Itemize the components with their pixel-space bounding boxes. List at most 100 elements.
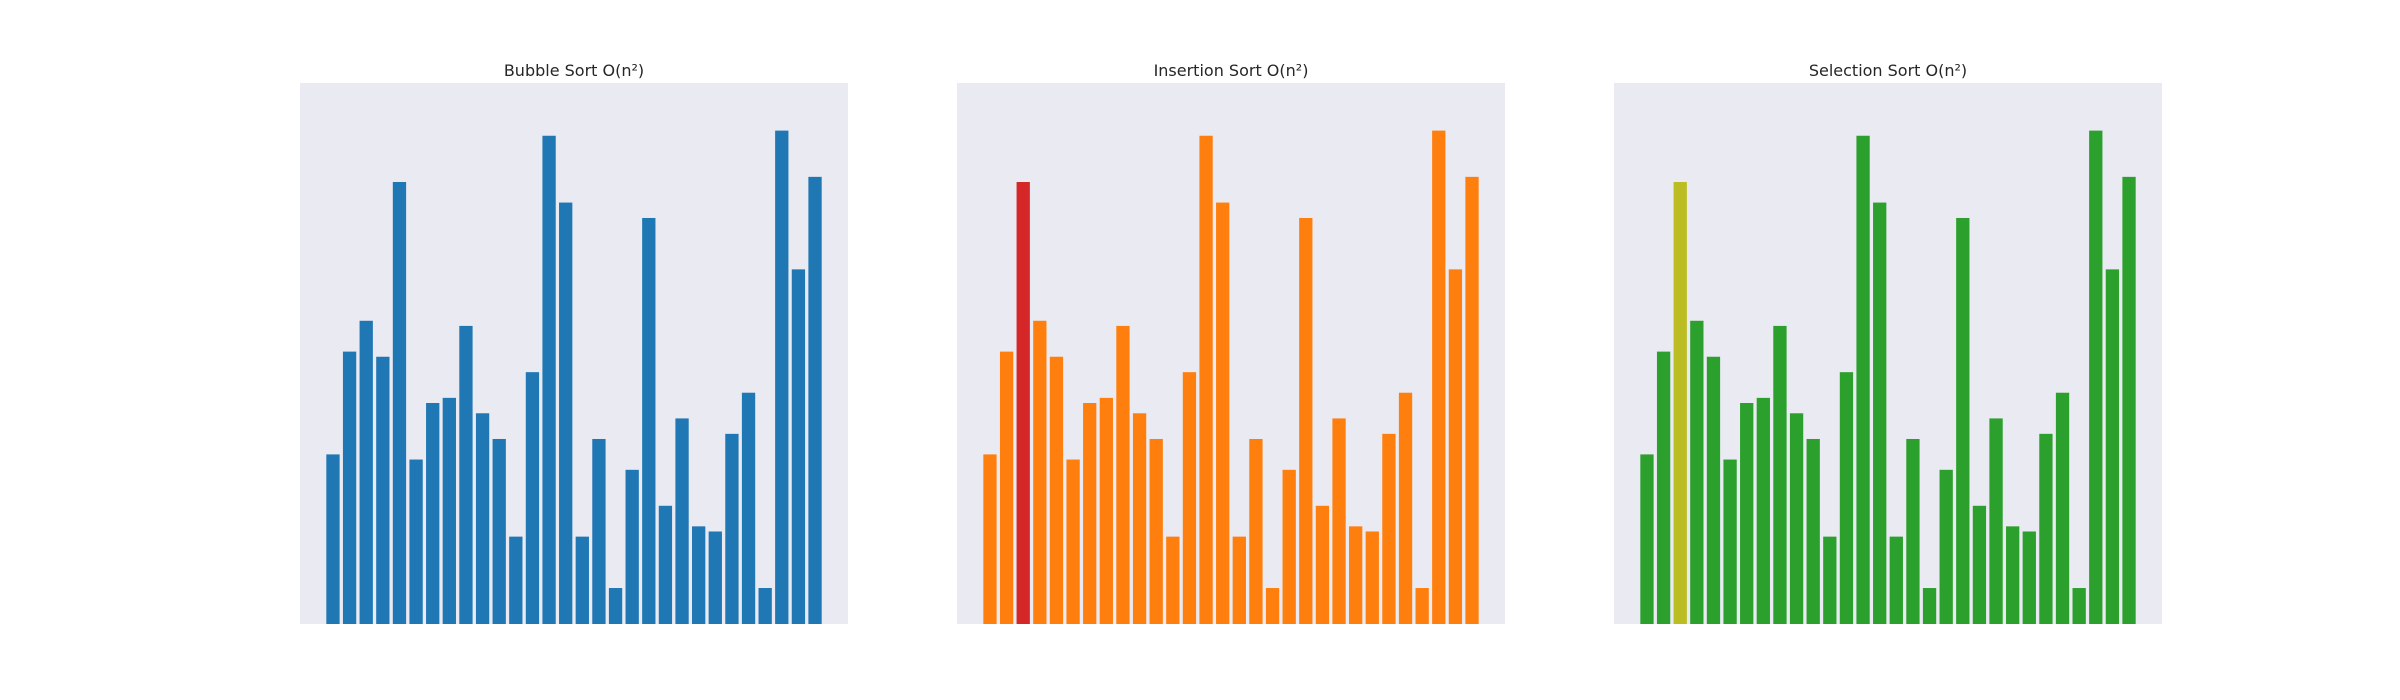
selection-sort-bar-10 [1806, 438, 1820, 624]
selection-sort-title: Selection Sort O(n²) [1809, 61, 1967, 80]
insertion-sort-bar-4 [1049, 356, 1064, 624]
insertion-sort-bar-22 [1349, 526, 1363, 624]
selection-sort-bar-4 [1706, 356, 1721, 624]
insertion-sort-bar-26 [1415, 588, 1429, 624]
bubble-sort-bar-27 [775, 130, 789, 625]
insertion-sort-bar-5 [1066, 459, 1080, 624]
insertion-sort-bar-0 [983, 454, 997, 624]
bubble-sort-bar-25 [741, 392, 756, 624]
insertion-sort-bar-27 [1432, 130, 1446, 625]
insertion-sort-bar-1 [999, 351, 1014, 624]
bubble-sort-bar-7 [442, 397, 456, 624]
selection-sort-bar-7 [1756, 397, 1770, 624]
insertion-sort-bar-9 [1132, 413, 1147, 624]
insertion-sort-bar-13 [1199, 135, 1213, 624]
bubble-sort-bar-18 [625, 469, 639, 624]
bubble-sort-bar-19 [642, 217, 656, 625]
insertion-sort-bar-23 [1365, 531, 1379, 624]
bubble-sort-bar-1 [342, 351, 357, 624]
insertion-sort-plot-area [957, 83, 1505, 624]
bubble-sort-bar-5 [409, 459, 423, 624]
bubble-sort-bar-12 [525, 372, 540, 624]
insertion-sort-bar-28 [1448, 269, 1463, 624]
selection-sort-bar-1 [1656, 351, 1671, 624]
insertion-sort-bar-2 [1016, 182, 1030, 624]
selection-sort-bar-9 [1789, 413, 1804, 624]
bubble-sort-bar-21 [675, 418, 689, 624]
selection-sort-bars [1640, 130, 2136, 625]
bubble-sort-bar-29 [808, 176, 822, 625]
insertion-sort-bar-8 [1116, 325, 1130, 624]
selection-sort-bar-17 [1922, 588, 1937, 624]
selection-sort-bar-11 [1823, 536, 1837, 624]
insertion-sort-bar-7 [1099, 397, 1113, 624]
insertion-sort-bar-21 [1332, 418, 1346, 624]
selection-sort-bar-23 [2022, 531, 2036, 624]
selection-sort-bar-13 [1856, 135, 1870, 624]
selection-sort-bar-6 [1740, 403, 1754, 624]
selection-sort-bar-15 [1889, 536, 1903, 624]
bubble-sort-bar-13 [542, 135, 556, 624]
selection-sort-bar-0 [1640, 454, 1654, 624]
insertion-sort-bar-24 [1382, 433, 1396, 624]
insertion-sort-bar-11 [1166, 536, 1180, 624]
insertion-sort-bar-3 [1033, 320, 1047, 624]
insertion-sort-bar-14 [1216, 202, 1230, 624]
selection-sort-panel: Selection Sort O(n²) [1614, 61, 2162, 625]
selection-sort-bar-3 [1690, 320, 1704, 624]
bubble-sort-bar-23 [708, 531, 722, 624]
selection-sort-bar-28 [2105, 269, 2120, 624]
bubble-sort-bar-2 [359, 320, 373, 624]
bubble-sort-bar-24 [725, 433, 739, 624]
bubble-sort-bar-16 [592, 438, 606, 624]
selection-sort-bar-21 [1989, 418, 2003, 624]
selection-sort-plot-area [1614, 83, 2162, 624]
selection-sort-bar-8 [1773, 325, 1787, 624]
insertion-sort-panel: Insertion Sort O(n²) [957, 61, 1505, 625]
selection-sort-bar-19 [1956, 217, 1970, 625]
selection-sort-bar-5 [1723, 459, 1737, 624]
selection-sort-bar-25 [2055, 392, 2070, 624]
bubble-sort-bar-8 [459, 325, 473, 624]
bubble-sort-bar-10 [492, 438, 506, 624]
bubble-sort-bar-28 [791, 269, 806, 624]
bubble-sort-bar-15 [575, 536, 589, 624]
insertion-sort-bar-16 [1249, 438, 1263, 624]
bubble-sort-panel: Bubble Sort O(n²) [300, 61, 848, 625]
selection-sort-bar-29 [2122, 176, 2136, 625]
bubble-sort-bar-11 [509, 536, 523, 624]
selection-sort-bar-12 [1839, 372, 1854, 624]
selection-sort-bar-16 [1906, 438, 1920, 624]
selection-sort-bar-2 [1673, 182, 1687, 624]
insertion-sort-bar-6 [1083, 403, 1097, 624]
insertion-sort-bar-15 [1232, 536, 1246, 624]
insertion-sort-bars [983, 130, 1479, 625]
bubble-sort-title: Bubble Sort O(n²) [504, 61, 644, 80]
bubble-sort-bar-6 [426, 403, 440, 624]
bubble-sort-bar-4 [392, 182, 407, 624]
selection-sort-bar-24 [2039, 433, 2053, 624]
bubble-sort-bar-17 [608, 588, 623, 624]
selection-sort-bar-27 [2089, 130, 2103, 625]
insertion-sort-bar-25 [1398, 392, 1413, 624]
bubble-sort-bar-14 [559, 202, 573, 624]
bubble-sort-bar-20 [658, 505, 673, 624]
insertion-sort-bar-19 [1299, 217, 1313, 625]
insertion-sort-title: Insertion Sort O(n²) [1154, 61, 1309, 80]
bubble-sort-bar-0 [326, 454, 340, 624]
insertion-sort-bar-29 [1465, 176, 1479, 625]
bubble-sort-bar-26 [758, 588, 772, 624]
bubble-sort-bar-3 [376, 356, 390, 624]
bubble-sort-bar-9 [475, 413, 490, 624]
selection-sort-bar-18 [1939, 469, 1953, 624]
bubble-sort-plot-area [300, 83, 848, 624]
selection-sort-bar-20 [1972, 505, 1987, 624]
bubble-sort-bars [326, 130, 822, 625]
selection-sort-bar-14 [1873, 202, 1887, 624]
bubble-sort-bar-22 [692, 526, 706, 624]
insertion-sort-bar-20 [1315, 505, 1330, 624]
insertion-sort-bar-12 [1182, 372, 1197, 624]
selection-sort-bar-22 [2006, 526, 2020, 624]
insertion-sort-bar-18 [1282, 469, 1296, 624]
